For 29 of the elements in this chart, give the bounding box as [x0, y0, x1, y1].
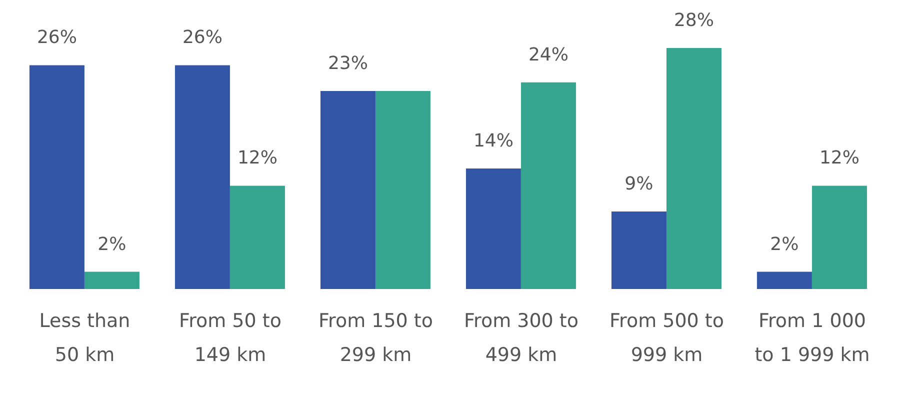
x-tick-label: From 500 to 999 km: [610, 310, 724, 366]
x-tick-label: From 300 to 499 km: [464, 310, 578, 366]
bar: [320, 91, 376, 289]
bar: [520, 82, 576, 289]
data-label: 12%: [237, 148, 278, 169]
x-tick-label: From 50 to 149 km: [179, 310, 282, 366]
data-label: 23%: [328, 53, 368, 74]
data-label: 2%: [770, 234, 799, 255]
data-label: 12%: [819, 148, 860, 169]
data-label: 26%: [36, 27, 77, 48]
bar: [375, 91, 430, 289]
data-label: 2%: [98, 234, 126, 255]
bar: [84, 272, 140, 289]
data-label: 24%: [528, 44, 568, 66]
data-label: 26%: [182, 27, 222, 48]
x-tick-label: Less than 50 km: [39, 310, 130, 366]
bar: [174, 65, 230, 289]
bar: [611, 212, 666, 289]
x-tick-label: From 150 to 299 km: [318, 310, 433, 366]
bar: [666, 48, 722, 289]
x-tick-label: From 1 000 to 1 999 km: [754, 310, 870, 366]
bar: [466, 168, 521, 289]
bar: [756, 272, 812, 289]
bar: [230, 186, 285, 289]
data-label: 14%: [473, 130, 514, 152]
bar: [29, 65, 84, 289]
data-label: 28%: [674, 10, 714, 31]
data-label: 9%: [624, 174, 654, 195]
bar: [812, 186, 867, 289]
